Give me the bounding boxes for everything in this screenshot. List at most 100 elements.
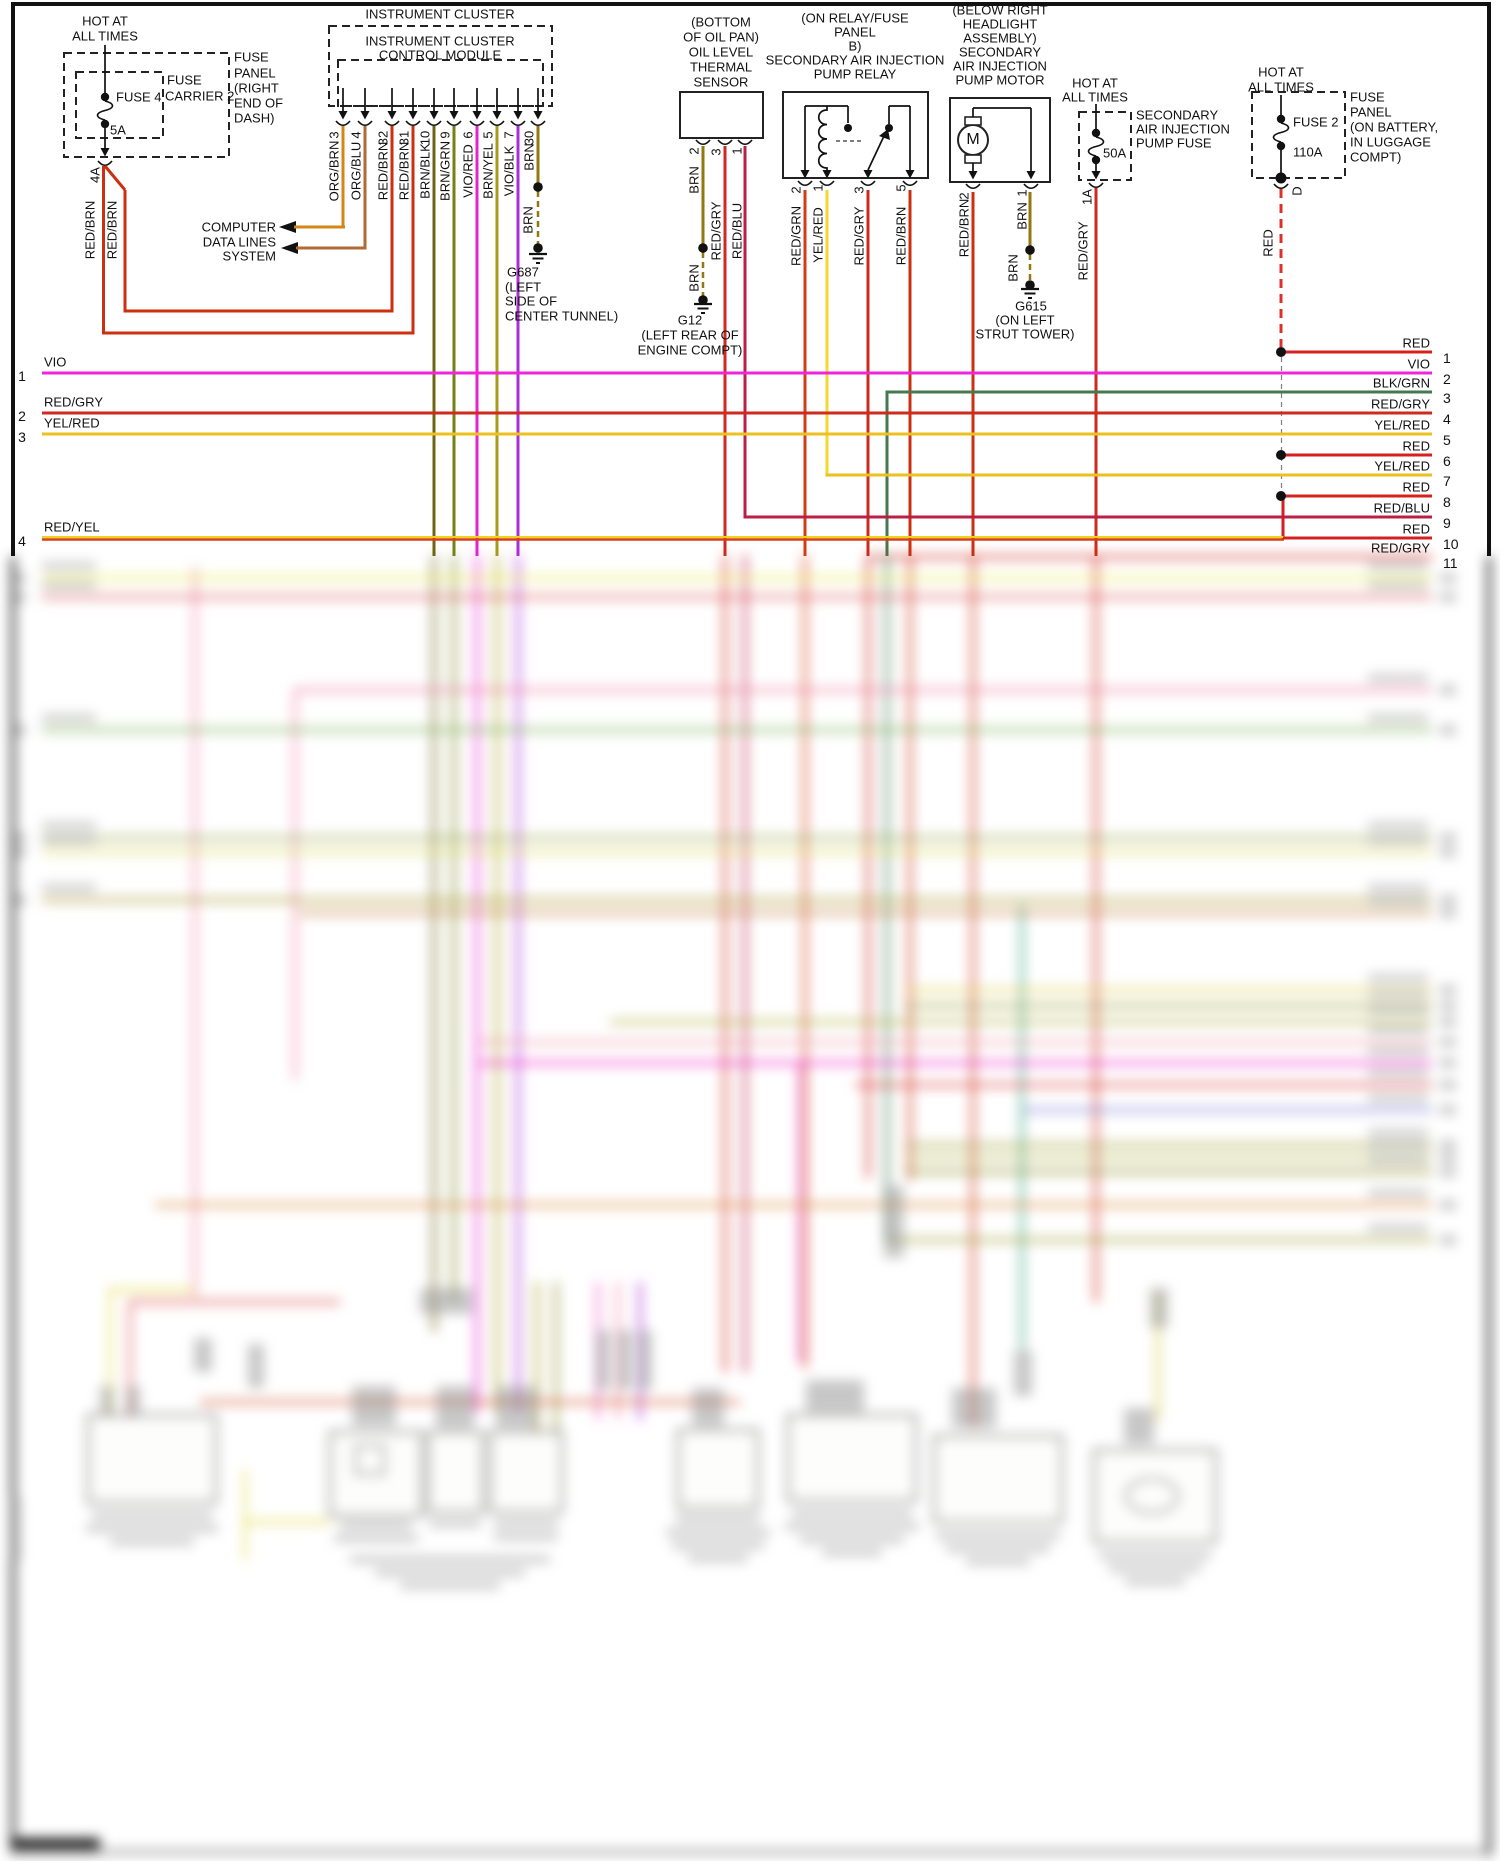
label-sensor-ground-0: G12 [677,312,703,328]
label-g687-lines-3: CENTER TUNNEL) [505,308,619,324]
label-relay-title-2: B) [848,38,862,54]
label-motor-ground-0: G615 [1015,298,1047,314]
label-right_rows-5-label: RED [1402,438,1430,454]
label-relay-pins-0-color: RED/GRN [788,206,804,266]
label-left_rows-1-num: 2 [18,408,26,424]
label-fuse4-carrier-1: CARRIER 2 [165,88,235,104]
label-right_rows-4-label: YEL/RED [1374,417,1430,433]
label-sensor-title-4: SENSOR [693,74,749,90]
label-fuse2-panel-2: (ON BATTERY, [1350,119,1439,135]
label-fuse4-panel-4: DASH) [234,110,275,126]
label-fuse4-amps: 5A [110,122,126,138]
label-fuse4-wires-1: RED/BRN [104,200,120,260]
label-fuse4-panel-3: END OF [234,95,284,111]
label-left_rows-2-label: YEL/RED [44,415,100,431]
label-cluster-pins-7-num: 5 [480,130,496,139]
label-relay-pins-2-color: RED/GRY [851,206,867,266]
label-g687-lines-2: SIDE OF [505,293,558,309]
label-motor-title-3: SECONDARY [958,44,1042,60]
label-left_rows-0-num: 1 [18,368,26,384]
label-fuse2-pin: D [1289,186,1305,196]
label-cluster-pins-1-num: 4 [348,130,364,139]
label-relay-pins-3-color: RED/BRN [893,206,909,266]
blurred-lower-section [0,555,1500,1861]
label-relay-title-4: PUMP RELAY [813,66,897,82]
label-right_rows-5-num: 6 [1443,453,1451,469]
label-cluster-pins-8-num: 7 [501,130,517,139]
label-fuse2-name: FUSE 2 [1293,114,1339,130]
label-motor-title-1: HEADLIGHT [962,16,1038,32]
label-sensor-ground-1: (LEFT REAR OF [641,327,739,343]
label-right_rows-7-label: RED [1402,479,1430,495]
label-cluster-pins-0-color: ORG/BRN [326,140,342,202]
label-right_rows-7-num: 8 [1443,494,1451,510]
label-g687-lines-0: G687 [507,264,539,280]
label-relay-pins-1-color: YEL/RED [810,207,826,263]
label-fuse2-wire: RED [1260,229,1276,257]
label-motor-title-4: AIR INJECTION [953,58,1047,74]
label-motor-ground-1: (ON LEFT [995,312,1055,328]
label-fuse2-hot-1: ALL TIMES [1248,79,1314,95]
label-fuse4-carrier-0: FUSE [167,72,202,88]
label-right_rows-6-label: YEL/RED [1374,458,1430,474]
label-sensor-pins-2-color: RED/BLU [729,202,745,260]
label-computer-lines-2: SYSTEM [222,248,276,264]
label-fuse50-label-2: PUMP FUSE [1136,135,1212,151]
label-fuse4-pin: 4A [87,167,103,183]
label-computer-lines-1: DATA LINES [202,234,276,250]
label-fuse2-panel-3: IN LUGGAGE [1350,134,1431,150]
label-motor-title-0: (BELOW RIGHT [952,2,1048,18]
label-motor-pins-1-color: BRN [1014,202,1030,230]
schematic-labels: HOT AT ALL TIMES FUSE 4 5A FUSE CARRIER 2 FUSE… [0,0,1500,571]
label-fuse2-panel-0: FUSE [1350,89,1385,105]
label-motor-pins-1-num: 1 [1014,189,1030,197]
label-fuse4-hot-1: ALL TIMES [72,28,138,44]
label-sensor-pins-2-num: 1 [729,147,745,155]
label-sensor-ground_wire: BRN [686,264,702,292]
label-right_rows-2-num: 3 [1443,390,1451,406]
label-left_rows-3-num: 4 [18,533,26,549]
label-motor-title-5: PUMP MOTOR [955,72,1045,88]
label-motor-title-2: ASSEMBLY) [963,30,1037,46]
label-relay-title-3: SECONDARY AIR INJECTION [765,52,945,68]
label-right_rows-10-num: 11 [1443,555,1458,571]
label-motor-symbol: M [966,131,980,148]
label-fuse2-hot-0: HOT AT [1258,64,1304,80]
label-right_rows-9-label: RED [1402,521,1430,537]
schematic-linework [0,0,1500,561]
label-relay-title-0: (ON RELAY/FUSE [801,10,909,26]
label-cluster-pins-5-num: 9 [437,130,453,139]
label-cluster-module-1: CONTROL MODULE [378,47,502,63]
label-relay-pins-1-num: 1 [810,184,826,192]
label-cluster-module-0: INSTRUMENT CLUSTER [365,33,515,49]
label-right_rows-8-num: 9 [1443,515,1451,531]
label-motor-ground-2: STRUT TOWER) [975,326,1075,342]
label-right_rows-3-label: RED/GRY [1371,396,1430,412]
label-fuse50-hot-0: HOT AT [1072,75,1118,91]
label-right_rows-6-num: 7 [1443,473,1451,489]
label-fuse50-pin: 1A [1079,189,1095,205]
label-cluster-pins-6-num: 6 [460,130,476,139]
label-motor-pins-0-color: RED/BRN [956,198,972,258]
label-cluster-pins-0-num: 3 [326,130,342,139]
label-motor-ground_wire: BRN [1005,254,1021,282]
label-sensor-ground-2: ENGINE COMPT) [637,342,743,358]
label-sensor-title-3: THERMAL [689,59,753,75]
label-cluster-pins-9-color: BRN [521,143,537,171]
label-fuse50-label-1: AIR INJECTION [1136,121,1230,137]
label-sensor-pins-1-num: 3 [708,148,724,156]
label-fuse4-panel-0: FUSE [234,49,269,65]
label-right_rows-9-num: 10 [1443,536,1459,552]
label-fuse50-amps: 50A [1103,145,1127,161]
label-fuse50-wire: RED/GRY [1075,221,1091,281]
label-fuse2-panel-1: PANEL [1350,104,1392,120]
label-right_rows-3-num: 4 [1443,411,1451,427]
label-right_rows-1-label: VIO [1407,356,1430,372]
label-cluster-pins-8-color: VIO/BLK [501,145,517,197]
label-cluster-pins-4-color: BRN/BLK [417,142,433,199]
label-g687-lines-1: (LEFT [505,279,542,295]
label-sensor-title-0: (BOTTOM [691,14,751,30]
label-cluster-pins-7-color: BRN/YEL [480,142,496,199]
label-left_rows-0-label: VIO [44,354,67,370]
label-fuse4-hot-0: HOT AT [82,13,128,29]
